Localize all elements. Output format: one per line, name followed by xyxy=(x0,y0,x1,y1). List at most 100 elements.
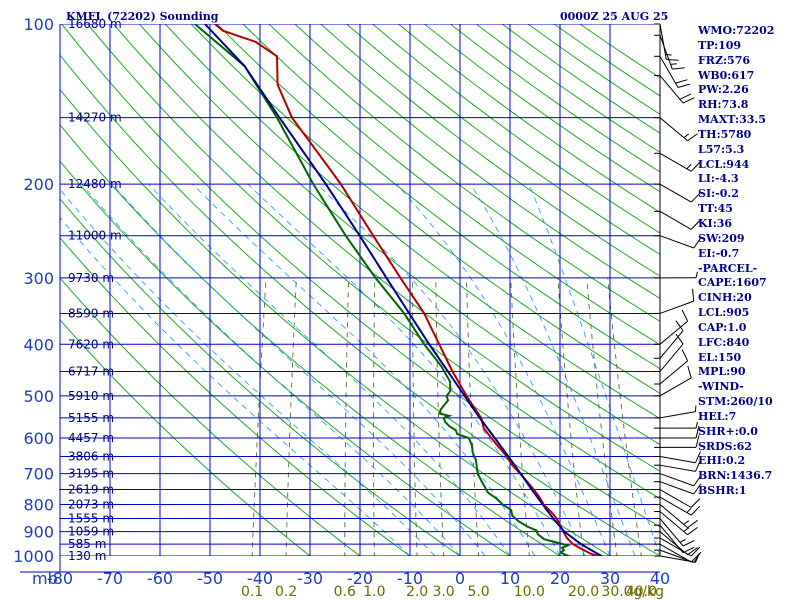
wind-barb-flag xyxy=(690,546,701,557)
wind-barb-shaft xyxy=(659,117,688,142)
wind-barb-flag xyxy=(690,505,701,516)
pressure-tick-label: 100 xyxy=(23,15,54,34)
pressure-tick-label: 200 xyxy=(23,175,54,194)
pressure-unit-label: mb xyxy=(32,569,58,588)
dry-adiabat xyxy=(60,123,561,556)
height-label: 130 m xyxy=(68,549,106,563)
wind-barb-shaft xyxy=(659,330,684,359)
wind-barb-flag xyxy=(693,237,702,249)
index-item: MAXT:33.5 xyxy=(698,113,766,127)
wind-barb-flag xyxy=(682,546,695,554)
height-label: 6717 m xyxy=(68,365,114,379)
temperature-tick-label: -10 xyxy=(397,569,423,588)
dry-adiabat xyxy=(346,24,660,256)
dry-adiabat xyxy=(60,277,361,556)
wind-barb-flag xyxy=(690,552,701,563)
height-label: 1555 m xyxy=(68,512,114,526)
wind-barb-half xyxy=(683,520,690,525)
dry-adiabat xyxy=(60,237,411,556)
mixing-ratio-unit: g/kg xyxy=(633,584,664,600)
mixing-ratio-label: 2.0 xyxy=(406,584,428,600)
wind-barb-shaft xyxy=(659,35,673,70)
wind-barb-shaft xyxy=(659,531,688,556)
wind-barb-shaft xyxy=(659,411,696,419)
dry-adiabat xyxy=(190,24,660,394)
moist-adiabat xyxy=(148,183,511,556)
wind-barb-shaft xyxy=(659,343,684,372)
height-label: 5910 m xyxy=(68,389,114,403)
pressure-tick-label: 300 xyxy=(23,269,54,288)
temperature-tick-label: -20 xyxy=(347,569,373,588)
wind-barb-shaft xyxy=(659,152,692,172)
wind-barb-half xyxy=(695,271,698,278)
wind-barb-shaft xyxy=(659,455,696,464)
wind-barb-shaft xyxy=(659,320,688,345)
mixing-ratio-label: 20.0 xyxy=(568,584,599,600)
wind-barb-flag xyxy=(675,320,684,331)
moist-adiabat xyxy=(60,188,436,556)
wind-barb-shaft xyxy=(659,377,692,397)
dry-adiabat xyxy=(113,24,660,472)
wind-barb-flag xyxy=(687,526,698,536)
mixing-ratio-label: 30.0 xyxy=(601,584,632,600)
pressure-tick-label: 1000 xyxy=(13,547,54,566)
index-item: EI:-0.7 xyxy=(698,246,740,260)
wind-barb-shaft xyxy=(659,518,684,547)
index-item: SI:-0.2 xyxy=(698,187,739,201)
wind-barb-flag xyxy=(695,451,701,463)
dry-adiabat xyxy=(60,160,511,556)
wind-barb-flag xyxy=(679,93,692,100)
temperature-tick-label: 0 xyxy=(455,569,465,588)
wind-barb-shaft xyxy=(659,235,694,249)
index-item: LCL:944 xyxy=(698,157,750,171)
height-label: 5155 m xyxy=(68,411,114,425)
wind-barb-shaft xyxy=(659,481,694,495)
temperature-tick-label: 30 xyxy=(600,569,620,588)
height-label: 16680 m xyxy=(68,17,122,31)
wind-barb-shaft xyxy=(659,56,679,88)
wind-barb-half xyxy=(686,164,692,170)
mixing-ratio-line xyxy=(412,277,418,556)
mixing-ratio-label: 1.0 xyxy=(363,584,385,600)
moist-adiabat xyxy=(528,183,660,556)
dry-adiabat xyxy=(138,24,660,446)
wind-barb-half xyxy=(695,421,698,429)
wind-barb-flag xyxy=(681,309,689,322)
wind-barb-shaft xyxy=(659,489,692,508)
wind-barb-flag xyxy=(675,79,688,84)
pressure-tick-label: 500 xyxy=(23,387,54,406)
index-item: TP:109 xyxy=(698,38,742,52)
index-item: WMO:72202 xyxy=(698,24,775,37)
wind-barb-flag xyxy=(687,133,698,142)
wind-barb-flag xyxy=(690,220,701,230)
temperature-tick-label: 40 xyxy=(650,569,670,588)
dry-adiabat xyxy=(60,54,660,556)
mixing-ratio-label: 0.6 xyxy=(334,584,356,600)
index-item: WB0:617 xyxy=(698,68,755,82)
wind-barb-shaft xyxy=(659,183,692,203)
wind-barb-shaft xyxy=(659,23,667,60)
wind-barb-flag xyxy=(692,288,695,302)
mixing-ratio-line xyxy=(557,277,585,556)
wind-barb-flag xyxy=(690,192,701,203)
moist-adiabat xyxy=(81,183,461,556)
wind-barb-flag xyxy=(687,519,698,529)
height-label: 7620 m xyxy=(68,337,114,351)
wind-barb-flag xyxy=(682,97,695,104)
index-item: L57:5.3 xyxy=(698,142,745,156)
wind-barb-shaft xyxy=(659,300,694,314)
wind-barb-shaft xyxy=(659,511,688,536)
wind-barb-flag xyxy=(695,425,700,439)
wind-barb-flag xyxy=(690,162,701,172)
wind-barb-flag xyxy=(690,498,701,508)
index-item: SW:209 xyxy=(698,231,745,245)
mixing-ratio-line xyxy=(344,277,350,556)
mixing-ratio-label: 0.1 xyxy=(241,584,263,600)
index-item: LCL:905 xyxy=(698,306,750,320)
wind-barb-flag xyxy=(693,483,702,495)
temperature-tick-label: -40 xyxy=(247,569,273,588)
moist-adiabat xyxy=(247,183,561,556)
index-item: EHI:0.2 xyxy=(698,454,746,468)
